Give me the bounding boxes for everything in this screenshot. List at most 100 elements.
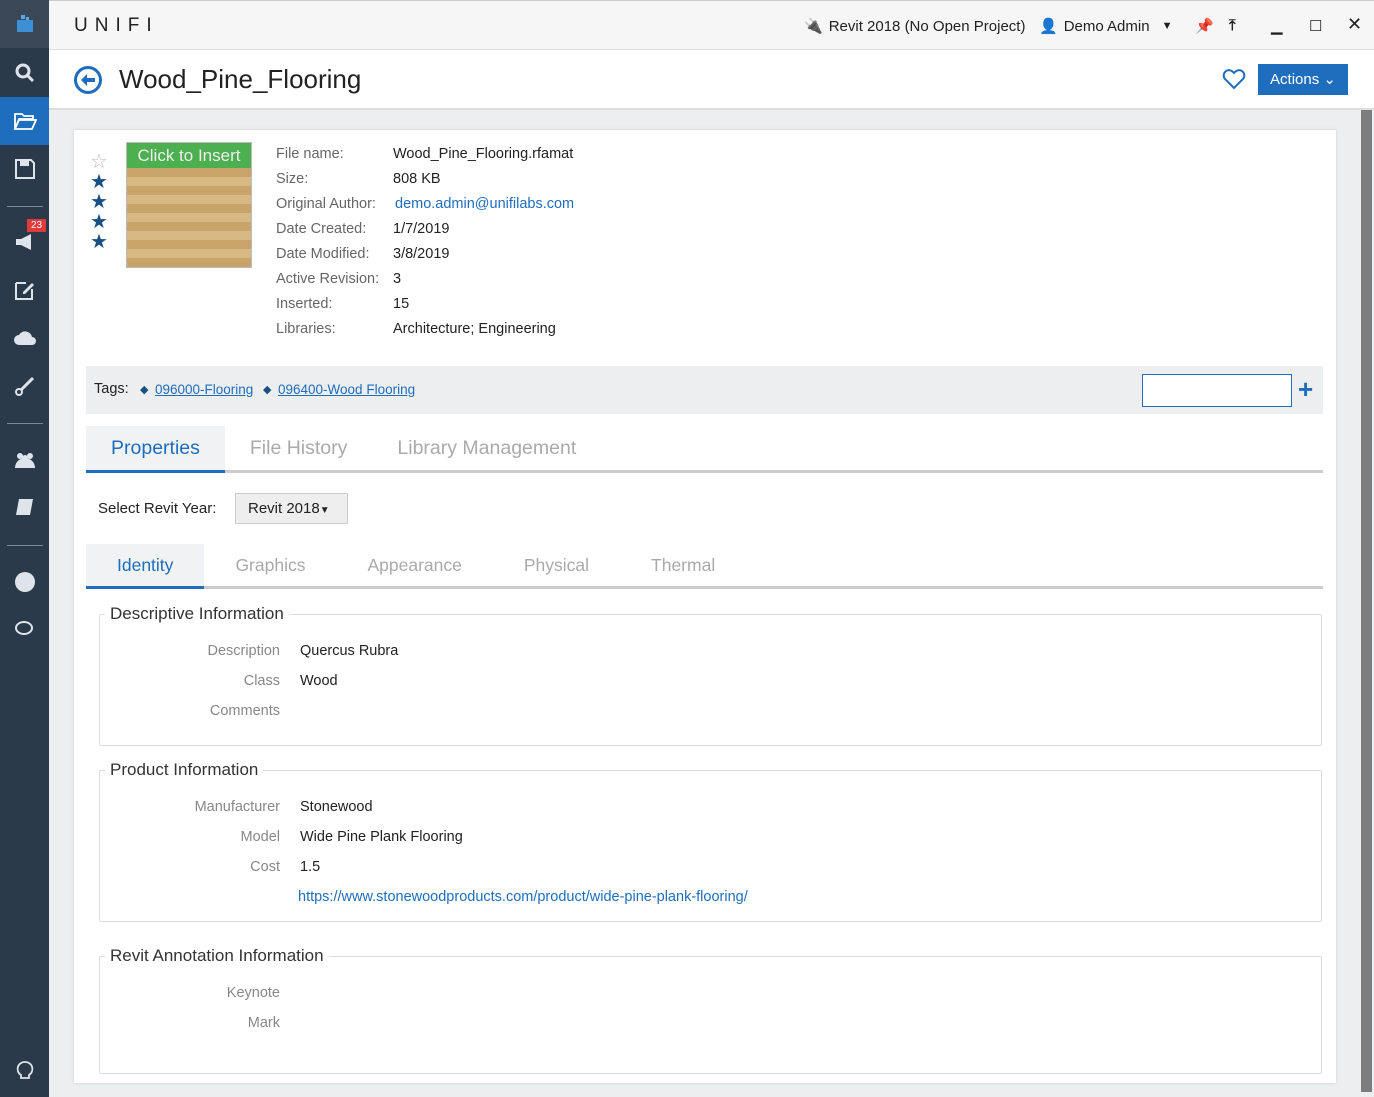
tab-identity[interactable]: Identity: [86, 544, 205, 589]
unifi-logo-icon[interactable]: [0, 0, 49, 48]
title-bar: UNIFI 🔌 Revit 2018 (No Open Project) 👤 Dem…: [49, 0, 1374, 50]
add-tag-plus-icon[interactable]: +: [1298, 374, 1314, 404]
meta-row: Date Modified: 3/8/2019: [276, 246, 574, 271]
tab-graphics[interactable]: Graphics: [235, 555, 306, 575]
meta-row: Libraries: Architecture; Engineering: [276, 321, 574, 346]
revit-year-label: Select Revit Year:: [98, 500, 217, 517]
field-value: Stonewood: [300, 799, 373, 815]
field-label: Model: [240, 829, 281, 845]
meta-label: Active Revision:: [276, 271, 380, 287]
field-value: Wood: [300, 673, 338, 689]
meta-label: Original Author:: [276, 196, 376, 212]
meta-value: Architecture; Engineering: [393, 321, 556, 337]
lightbulb-icon[interactable]: [0, 1048, 49, 1096]
caret-down-icon: ▼: [319, 505, 330, 516]
main-tabs: Properties File History Library Manageme…: [86, 426, 1323, 473]
chat-icon[interactable]: [0, 606, 49, 654]
section-descriptive-information: Descriptive Information Description Quercu…: [99, 604, 1322, 746]
tab-thermal[interactable]: Thermal: [651, 555, 716, 575]
tag-link[interactable]: 096000-Flooring: [155, 382, 254, 397]
star-icon[interactable]: ★: [90, 231, 108, 253]
tools-icon[interactable]: [0, 362, 49, 410]
actions-button[interactable]: Actions ⌄: [1258, 64, 1348, 95]
section-title: Revit Annotation Information: [110, 946, 324, 965]
tab-file-history[interactable]: File History: [249, 437, 348, 459]
author-email-link[interactable]: demo.admin@unifilabs.com: [395, 196, 575, 212]
book-icon[interactable]: [0, 484, 49, 532]
meta-value: 15: [393, 296, 410, 312]
minimize-icon[interactable]: ▁: [1271, 18, 1283, 35]
thumbnail-click-to-insert[interactable]: Click to Insert: [126, 142, 252, 268]
meta-value: 3: [393, 271, 402, 287]
tab-appearance[interactable]: Appearance: [367, 555, 462, 575]
meta-value: 3/8/2019: [393, 246, 450, 262]
search-icon[interactable]: [0, 49, 49, 97]
pin-icon[interactable]: 📌: [1195, 18, 1214, 35]
meta-row: Size: 808 KB: [276, 171, 574, 196]
product-url-link[interactable]: https://www.stonewoodproducts.com/produc…: [298, 889, 748, 905]
field-value: Quercus Rubra: [300, 643, 399, 659]
field-row: Class Wood: [100, 666, 1321, 696]
star-icon[interactable]: ★: [90, 211, 108, 233]
star-icon[interactable]: ★: [90, 191, 108, 213]
meta-row: Original Author: demo.admin@unifilabs.com: [276, 196, 574, 221]
meta-value: 1/7/2019: [393, 221, 450, 237]
brand-name: UNIFI: [74, 15, 159, 36]
tag-icon: ◆: [140, 384, 149, 396]
megaphone-icon[interactable]: [0, 218, 49, 266]
tab-properties[interactable]: Properties: [86, 426, 225, 473]
field-row: Mark: [100, 1008, 1321, 1038]
meta-value: Wood_Pine_Flooring.rfamat: [393, 146, 574, 162]
tag-icon: ◆: [263, 384, 272, 396]
meta-value: 808 KB: [393, 171, 441, 187]
maximize-icon[interactable]: ☐: [1309, 18, 1323, 35]
user-icon: 👤: [1039, 18, 1058, 35]
material-card: ☆ ★ ★ ★ ★ Click to Insert File name: Wood_Pin…: [74, 130, 1336, 1083]
meta-label: Date Created:: [276, 221, 367, 237]
meta-row: Inserted: 15: [276, 296, 574, 321]
close-icon[interactable]: ✕: [1347, 14, 1363, 34]
revit-status[interactable]: 🔌 Revit 2018 (No Open Project): [804, 17, 1026, 36]
meta-label: Libraries:: [276, 321, 336, 337]
tag-input[interactable]: [1142, 374, 1292, 407]
back-arrow-icon[interactable]: [73, 65, 103, 95]
divider: [7, 206, 43, 207]
field-value: Wide Pine Plank Flooring: [300, 829, 463, 845]
star-icon[interactable]: ★: [90, 171, 108, 193]
field-value: 1.5: [300, 859, 321, 875]
tab-library-management[interactable]: Library Management: [397, 437, 577, 459]
notification-badge: 23: [27, 219, 47, 232]
page-header: Wood_Pine_Flooring Actions ⌄: [49, 50, 1374, 110]
globe-icon[interactable]: [0, 558, 49, 606]
star-empty-icon[interactable]: ☆: [90, 151, 108, 173]
tag-link[interactable]: 096400-Wood Flooring: [278, 382, 416, 397]
meta-row: File name: Wood_Pine_Flooring.rfamat: [276, 146, 574, 171]
field-row: Manufacturer Stonewood: [100, 792, 1321, 822]
revit-year-select[interactable]: Revit 2018▼: [235, 493, 348, 524]
field-row: Keynote: [100, 978, 1321, 1008]
dock-icon[interactable]: ⤒: [1229, 17, 1236, 34]
sidebar: 23: [0, 0, 49, 1097]
page-title: Wood_Pine_Flooring: [119, 64, 362, 94]
users-icon[interactable]: [0, 436, 49, 484]
cloud-upload-icon[interactable]: [0, 314, 49, 362]
star-rating[interactable]: ☆ ★ ★ ★ ★: [90, 152, 108, 252]
chevron-down-icon: ⌄: [1323, 71, 1336, 88]
user-menu[interactable]: 👤 Demo Admin ▼: [1039, 17, 1173, 36]
field-row: https://www.stonewoodproducts.com/produc…: [100, 882, 1321, 912]
field-label: Description: [207, 643, 280, 659]
field-label: Cost: [250, 859, 280, 875]
edit-icon[interactable]: [0, 266, 49, 314]
tags-label: Tags:: [94, 381, 129, 397]
tab-physical[interactable]: Physical: [523, 555, 590, 575]
folder-open-icon[interactable]: [0, 97, 49, 145]
save-icon[interactable]: [0, 145, 49, 193]
tags-bar: Tags: ◆ 096000-Flooring ◆ 096400-Wood Fl…: [86, 366, 1323, 414]
field-label: Class: [243, 673, 280, 689]
field-row: Description Quercus Rubra: [100, 636, 1321, 666]
heart-icon[interactable]: [1222, 68, 1246, 90]
field-label: Manufacturer: [194, 799, 280, 815]
caret-down-icon: ▼: [1161, 20, 1173, 32]
scrollbar[interactable]: [1361, 110, 1372, 1092]
divider: [7, 545, 43, 546]
